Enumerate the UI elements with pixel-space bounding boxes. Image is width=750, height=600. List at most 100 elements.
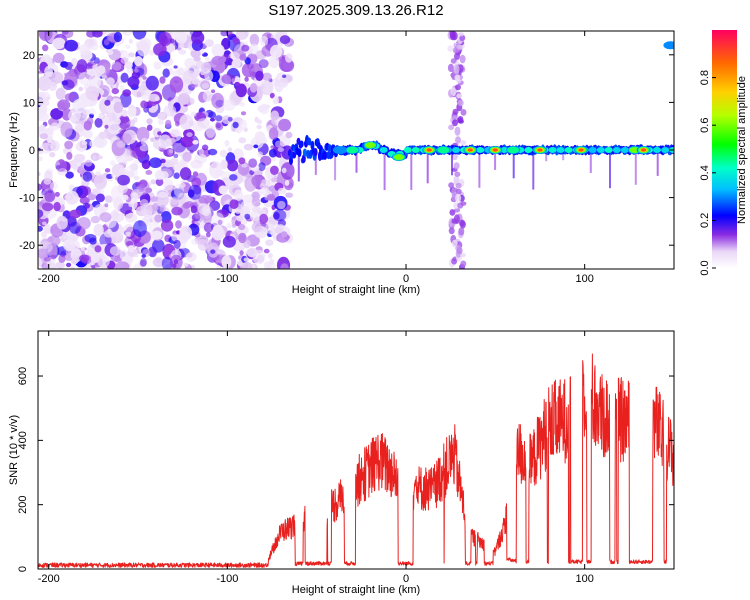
noise-blob [281,167,287,174]
noise-blob [280,263,289,269]
snr-ticks: -200 -100 0 100 0 200 400 600 [17,331,674,585]
band-bead [379,147,388,153]
y-tick-label: 200 [17,495,29,513]
streak-blob [457,100,464,107]
streak-blob [456,247,463,255]
noise-blob [238,157,246,165]
noise-blob [211,55,225,66]
band-spike [609,150,611,189]
streak-blob [455,136,461,144]
band-bead [588,147,597,153]
noise-blob [268,127,279,140]
noise-blob [125,44,131,49]
noise-blob [134,56,143,67]
noise-blob [205,125,216,138]
noise-blob [272,96,280,105]
noise-blob [206,231,211,238]
noise-blob [158,134,172,150]
noise-blob [185,251,197,262]
noise-blob [107,228,112,233]
noise-blob [138,37,152,50]
streak-blob [448,182,455,189]
noise-blob [49,152,56,158]
noise-blob [203,222,214,233]
noise-blob [172,140,186,153]
y-tick-label: 0 [17,566,29,572]
noise-blob [163,179,174,191]
noise-blob [140,100,148,109]
noise-blob [234,189,244,201]
noise-blob [120,72,129,83]
noise-blob [226,159,239,172]
noise-blob [227,117,233,122]
noise-blob [179,167,192,181]
noise-blob [66,151,73,160]
noise-blob [98,131,107,140]
noise-blob [78,44,91,55]
noise-blob [93,223,104,237]
streak-blob [451,258,458,265]
noise-blob [153,210,158,215]
noise-blob [263,248,270,254]
noise-blob [66,262,72,268]
noise-blob [238,232,247,244]
noise-blob [142,76,147,80]
noise-blob [72,166,79,171]
noise-blob [211,92,224,109]
noise-blob [259,183,266,189]
noise-blob [148,93,160,102]
noise-blob [118,116,131,130]
noise-blob [211,89,216,94]
noise-blob [153,61,162,70]
noise-blob [103,38,110,46]
noise-blob [277,147,284,153]
streak-blob [453,214,460,224]
noise-blob [159,147,165,152]
noise-blob [104,195,113,203]
noise-blob [104,99,111,106]
noise-blob [265,239,274,246]
noise-blob [258,162,266,172]
noise-blob [238,223,246,231]
colorbar-label: Normalized spectral amplitude [736,76,748,224]
noise-blob [161,256,173,269]
band-spike [410,150,413,190]
noise-blob [42,202,54,212]
colorbar-tick-label: 0.0 [699,260,711,275]
noise-blob [258,59,269,69]
noise-blob [238,137,247,144]
noise-blob [99,212,112,223]
noise-blob [107,49,114,56]
noise-blob [242,261,253,269]
noise-blob [89,237,97,245]
noise-blob [53,201,61,212]
noise-blob [98,155,103,160]
noise-blob [273,211,280,220]
noise-blob [168,149,174,154]
noise-blob [44,190,56,203]
noise-blob [254,216,260,223]
noise-blob [132,220,147,238]
band-spike [589,150,592,173]
noise-blob [188,184,202,200]
x-tick-label: -100 [216,273,238,285]
noise-blob [38,171,41,177]
noise-blob [161,171,169,180]
noise-blob [243,143,253,151]
noise-blob [267,253,273,259]
streak-blob [457,116,464,123]
colorbar-tick-label: 0.4 [699,165,711,180]
streak-blob [460,109,467,116]
streak-blob [451,115,458,122]
noise-blob [95,193,105,203]
noise-blob [279,78,284,83]
noise-blob [81,254,92,265]
noise-blob [192,171,199,177]
noise-blob [246,247,258,258]
noise-blob [199,48,205,55]
band-spike [314,150,317,175]
noise-blob [126,170,135,177]
noise-blob [259,231,267,238]
noise-blob [170,196,180,205]
noise-blob [38,225,43,232]
